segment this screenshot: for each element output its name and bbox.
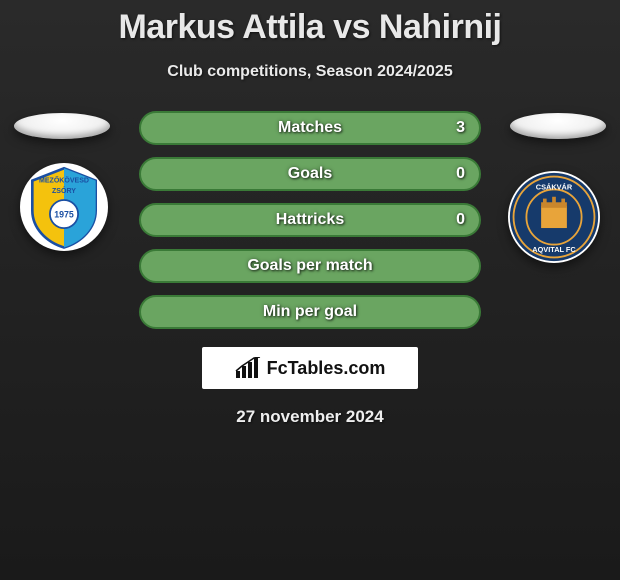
club-right-text-bottom: AQVITAL FC xyxy=(532,245,576,254)
stat-label: Min per goal xyxy=(263,303,357,321)
club-right-text-top: CSÁKVÁR xyxy=(536,182,573,191)
brand-box: FcTables.com xyxy=(202,347,418,389)
stat-label: Goals per match xyxy=(247,257,372,275)
club-right-badge: CSÁKVÁR AQVITAL FC xyxy=(508,171,600,263)
stats-list: Matches 3 Goals 0 Hattricks 0 Goals per … xyxy=(139,111,481,329)
date-text: 27 november 2024 xyxy=(236,407,383,427)
stat-label: Goals xyxy=(288,165,332,183)
stat-row-hattricks: Hattricks 0 xyxy=(139,203,481,237)
club-left-text-bottom: ZSÓRY xyxy=(52,186,76,195)
subtitle: Club competitions, Season 2024/2025 xyxy=(0,63,620,81)
page-title: Markus Attila vs Nahirnij xyxy=(0,0,620,47)
player-right-disc xyxy=(510,113,606,139)
stat-row-matches: Matches 3 xyxy=(139,111,481,145)
stat-right-value: 3 xyxy=(456,119,465,137)
stat-row-goals: Goals 0 xyxy=(139,157,481,191)
stat-label: Hattricks xyxy=(276,211,344,229)
stat-label: Matches xyxy=(278,119,342,137)
player-left-disc xyxy=(14,113,110,139)
brand-bars-icon xyxy=(235,357,261,379)
stat-row-min-per-goal: Min per goal xyxy=(139,295,481,329)
stat-right-value: 0 xyxy=(456,211,465,229)
footer: FcTables.com 27 november 2024 xyxy=(0,347,620,427)
comparison-panel: MEZŐKÖVESD ZSÓRY 1975 CSÁKVÁR AQVITAL FC… xyxy=(0,111,620,427)
stat-row-goals-per-match: Goals per match xyxy=(139,249,481,283)
club-right-icon: CSÁKVÁR AQVITAL FC xyxy=(508,171,600,263)
club-left-badge: MEZŐKÖVESD ZSÓRY 1975 xyxy=(20,163,108,251)
stat-right-value: 0 xyxy=(456,165,465,183)
brand-text: FcTables.com xyxy=(267,358,386,379)
club-left-text-top: MEZŐKÖVESD xyxy=(39,175,89,184)
club-left-icon: MEZŐKÖVESD ZSÓRY 1975 xyxy=(20,163,108,251)
club-left-year: 1975 xyxy=(54,210,74,220)
